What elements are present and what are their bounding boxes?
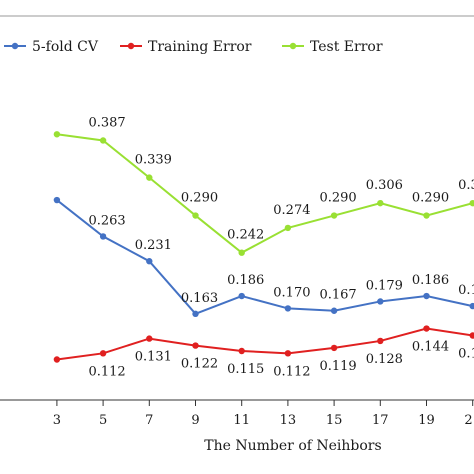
x-axis-ticks: 35791113151719212325 bbox=[53, 400, 474, 428]
legend-swatch-marker bbox=[127, 42, 135, 50]
data-label: 0.144 bbox=[412, 340, 449, 355]
data-label: 0.242 bbox=[227, 228, 264, 243]
data-point bbox=[469, 302, 474, 310]
data-label: 0.179 bbox=[366, 278, 403, 293]
data-label: 0.122 bbox=[181, 357, 218, 372]
data-label: 0.115 bbox=[227, 362, 264, 377]
data-label: 0.119 bbox=[319, 359, 356, 374]
data-label: 0.263 bbox=[88, 213, 125, 228]
data-label: 0.306 bbox=[458, 178, 474, 193]
data-point bbox=[146, 335, 153, 342]
data-point bbox=[284, 350, 292, 357]
data-label: 0.186 bbox=[412, 273, 449, 288]
data-label: 0.290 bbox=[181, 191, 218, 206]
data-point bbox=[53, 196, 61, 204]
data-point bbox=[146, 258, 153, 265]
data-point bbox=[99, 137, 107, 144]
data-label: 0.167 bbox=[319, 288, 356, 303]
data-point bbox=[99, 350, 107, 357]
data-label: 0.339 bbox=[135, 153, 172, 168]
data-label: 0.128 bbox=[366, 352, 403, 367]
data-point bbox=[469, 199, 474, 207]
legend-label: Training Error bbox=[148, 39, 252, 55]
data-point bbox=[330, 212, 338, 219]
data-label: 0.173 bbox=[458, 283, 474, 298]
data-point bbox=[238, 249, 245, 256]
x-tick-label: 9 bbox=[191, 413, 199, 428]
data-point bbox=[192, 310, 199, 318]
data-point bbox=[238, 292, 245, 300]
data-point bbox=[192, 212, 199, 219]
data-label: 0.387 bbox=[88, 115, 125, 130]
series-line-2 bbox=[56, 133, 474, 254]
data-label: 0.131 bbox=[135, 350, 172, 365]
data-point bbox=[423, 325, 430, 332]
legend-label: 5-fold CV bbox=[32, 39, 99, 55]
data-label: 0.274 bbox=[273, 203, 310, 218]
data-label: 0.231 bbox=[135, 238, 172, 253]
x-tick-label: 7 bbox=[145, 413, 153, 428]
data-point bbox=[423, 292, 430, 300]
series-line-1 bbox=[56, 327, 474, 361]
data-point bbox=[192, 342, 199, 349]
x-tick-label: 21 bbox=[464, 413, 474, 428]
data-label: 0.112 bbox=[88, 364, 125, 379]
x-tick-label: 5 bbox=[99, 413, 107, 428]
data-label: 0.290 bbox=[412, 191, 449, 206]
data-label: 0.135 bbox=[458, 347, 474, 362]
x-tick-label: 13 bbox=[280, 413, 297, 428]
data-label: 0.186 bbox=[227, 273, 264, 288]
data-point bbox=[238, 347, 245, 355]
top-border bbox=[0, 0, 474, 16]
data-point bbox=[330, 307, 338, 314]
series-layer bbox=[53, 131, 474, 363]
x-tick-label: 15 bbox=[326, 413, 343, 428]
x-tick-label: 17 bbox=[372, 413, 389, 428]
data-point bbox=[377, 298, 384, 305]
x-tick-label: 19 bbox=[418, 413, 435, 428]
data-point bbox=[469, 332, 474, 339]
data-label: 0.163 bbox=[181, 291, 218, 306]
data-point bbox=[53, 356, 61, 363]
data-point bbox=[423, 212, 430, 219]
data-label: 0.290 bbox=[319, 191, 356, 206]
data-point bbox=[284, 305, 292, 312]
data-point bbox=[377, 199, 384, 207]
data-point bbox=[53, 131, 61, 138]
data-point bbox=[99, 233, 107, 240]
legend-swatch-marker bbox=[289, 42, 297, 50]
series-line-0 bbox=[56, 199, 474, 316]
legend: 5-fold CV Training Error Test Error bbox=[4, 39, 383, 55]
legend-swatch-marker bbox=[11, 42, 19, 50]
data-label: 0.170 bbox=[273, 285, 310, 300]
data-point bbox=[146, 174, 153, 181]
data-point bbox=[377, 337, 384, 345]
legend-label: Test Error bbox=[310, 39, 383, 55]
data-labels: 0.263 0.231 0.163 0.186 0.170 0.167 0.179 0.186… bbox=[88, 115, 474, 379]
data-point bbox=[284, 224, 292, 232]
x-tick-label: 11 bbox=[233, 413, 250, 428]
x-axis-title: The Number of Neihbors bbox=[204, 438, 381, 454]
data-label: 0.112 bbox=[273, 364, 310, 379]
x-tick-label: 3 bbox=[53, 413, 61, 428]
data-point bbox=[330, 344, 338, 352]
data-label: 0.306 bbox=[366, 178, 403, 193]
